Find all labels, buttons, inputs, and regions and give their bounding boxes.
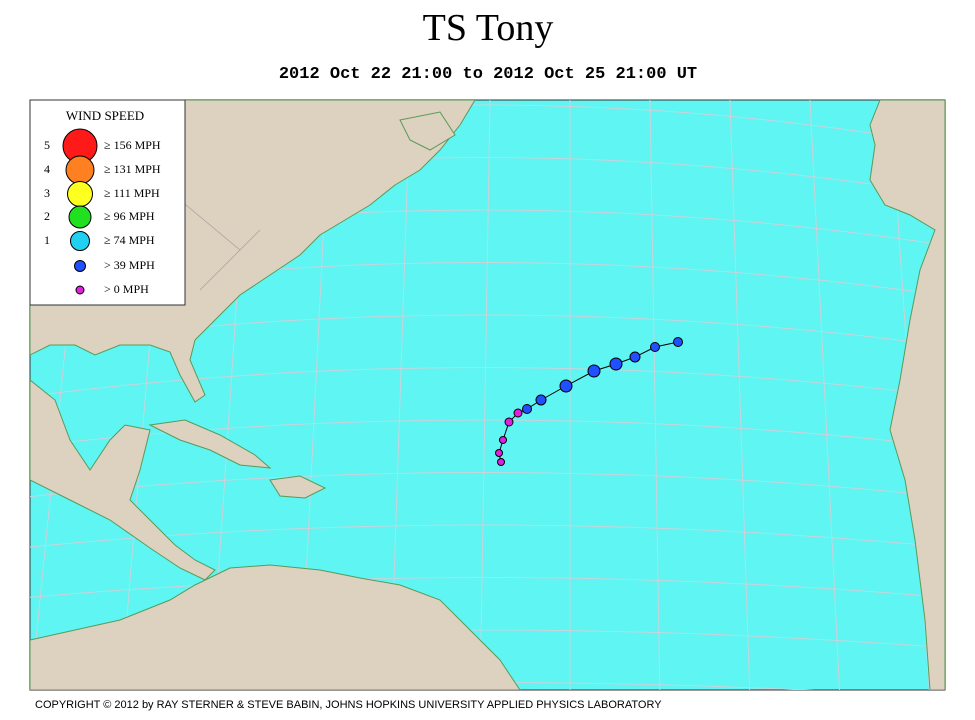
legend-category: 4 [44,162,50,176]
legend-label: ≥ 156 MPH [104,138,161,152]
track-point [495,449,503,457]
track-point [522,404,532,414]
track-point [650,342,660,352]
legend-category: 5 [44,138,50,152]
legend-swatch [65,155,95,185]
track-point [673,337,683,347]
legend-category: 1 [44,233,50,247]
copyright: COPYRIGHT © 2012 by RAY STERNER & STEVE … [35,699,662,711]
legend-label: ≥ 74 MPH [104,233,155,247]
track-point [504,417,514,427]
legend-label: > 0 MPH [104,282,149,296]
legend-label: ≥ 96 MPH [104,209,155,223]
legend-swatch [67,181,93,207]
legend-swatch [74,260,86,272]
south-america [30,564,521,690]
legend-swatch [70,231,90,251]
legend-title: WIND SPEED [66,108,144,123]
legend-category: 2 [44,209,50,223]
storm-track [495,337,683,466]
track-point [609,357,623,371]
legend-label: > 39 MPH [104,258,155,272]
track-point [587,364,601,378]
track-point [629,351,641,363]
hispaniola [269,475,327,499]
legend-swatch [68,205,92,229]
legend-label: ≥ 131 MPH [104,162,161,176]
legend-label: ≥ 111 MPH [104,186,160,200]
legend-category: 3 [44,186,50,200]
title: TS Tony [423,7,554,49]
cuba [148,419,272,469]
newfoundland [399,111,456,151]
legend-swatch [75,285,85,295]
track-point [497,458,505,466]
map: WIND SPEED 5 ≥ 156 MPH 4 ≥ 131 MPH 3 ≥ 111 MP… [29,99,946,691]
europe-africa [869,100,945,690]
legend-box [29,99,186,306]
subtitle: 2012 Oct 22 21:00 to 2012 Oct 25 21:00 U… [279,65,697,84]
legend: WIND SPEED 5 ≥ 156 MPH 4 ≥ 131 MPH 3 ≥ 111 MP… [29,99,186,306]
track-point [513,408,523,418]
track-point [559,379,573,393]
track-point [535,394,547,406]
central-america [30,379,216,581]
track-point [499,436,507,444]
